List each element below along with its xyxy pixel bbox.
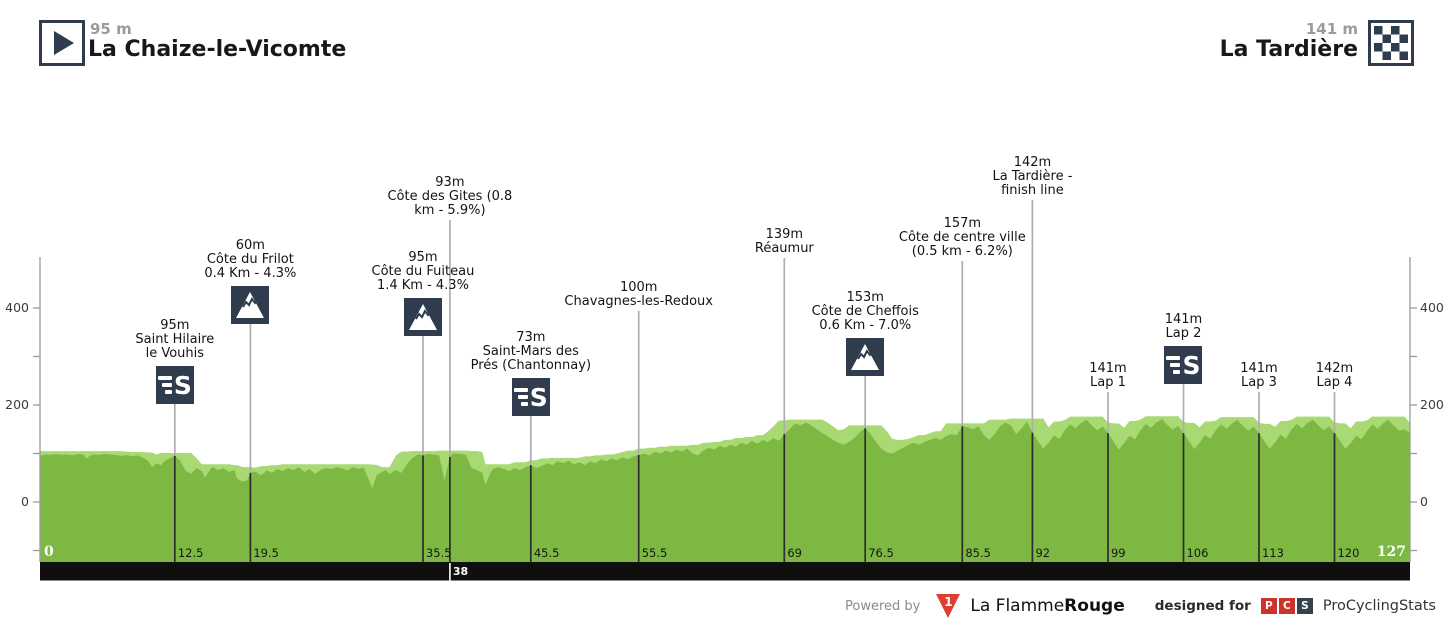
start-elevation: 95 m — [90, 20, 132, 38]
waypoint-label: 141m Lap 2 — [1164, 312, 1203, 341]
y-axis-label-right: 400 — [1420, 300, 1444, 315]
flamme-rouge-icon: 1 — [936, 594, 961, 618]
sprint-speed-lines — [157, 376, 172, 394]
km-label: 69 — [787, 546, 802, 560]
waypoint-label: 93m Côte des Gites (0.8 km - 5.9%) — [387, 175, 513, 218]
waypoint-label: 141m Lap 3 — [1240, 361, 1278, 390]
pcs-c-icon: C — [1278, 598, 1295, 614]
flamme-rouge-la: La Flamme — [970, 596, 1065, 616]
designed-for-label: designed for — [1154, 598, 1251, 614]
waypoint-label: 141m Lap 1 — [1089, 361, 1127, 390]
km-label: 92 — [1035, 546, 1051, 560]
pcs-s-icon: S — [1296, 598, 1313, 614]
km-label: 113 — [1261, 546, 1284, 560]
sprint-speed-lines — [513, 388, 528, 406]
climb-icon — [403, 298, 442, 336]
km-label: 12.5 — [177, 546, 204, 560]
y-axis-label-right: 0 — [1420, 494, 1428, 509]
flamme-rouge-badge: 1 — [944, 595, 953, 609]
waypoint-label: 142m Lap 4 — [1315, 361, 1354, 390]
finish-flag-icon — [1368, 20, 1414, 66]
footer: Powered by 1 La FlammeRouge designed for… — [845, 594, 1436, 618]
sprint-icon: S — [155, 366, 194, 404]
km-bar-marker-label: 38 — [452, 565, 469, 578]
start-flag-icon — [39, 20, 85, 66]
pcs-p-icon: P — [1260, 598, 1277, 614]
km-label-end: 127 — [1376, 544, 1406, 560]
sprint-speed-lines — [1166, 356, 1181, 374]
y-axis-label-left: 0 — [21, 494, 29, 509]
waypoint-label: 153m Côte de Cheffois 0.6 Km - 7.0% — [811, 290, 919, 333]
finish-elevation: 141 m — [1305, 20, 1358, 38]
waypoint-label: 139m Réaumur — [754, 227, 814, 256]
km-label: 106 — [1186, 546, 1209, 560]
powered-by-label: Powered by — [845, 598, 921, 614]
waypoint-label: 142m La Tardière - finish line — [992, 155, 1073, 198]
y-axis-label-left: 400 — [5, 300, 29, 315]
play-triangle-icon — [54, 31, 74, 55]
waypoint-label: 157m Côte de centre ville (0.5 km - 6.2%) — [898, 216, 1026, 259]
climb-icon — [846, 338, 885, 376]
profile-area — [40, 419, 1410, 562]
finish-town-name: La Tardière — [1219, 37, 1358, 62]
km-label-start: 0 — [44, 544, 54, 560]
sprint-icon: S — [1164, 346, 1203, 384]
km-label: 85.5 — [965, 546, 991, 560]
km-label: 99 — [1110, 546, 1126, 560]
flamme-rouge-rouge: Rouge — [1064, 596, 1125, 616]
sprint-icon: S — [511, 378, 550, 416]
km-label: 120 — [1337, 546, 1360, 560]
km-bar — [40, 562, 1410, 581]
procyclingstats-label: ProCyclingStats — [1322, 598, 1436, 614]
y-axis-label-left: 200 — [5, 397, 29, 412]
y-axis-label-right: 200 — [1420, 397, 1444, 412]
waypoint-label: 73m Saint-Mars des Prés (Chantonnay) — [470, 330, 592, 373]
waypoint-label: 95m Saint Hilaire le Vouhis — [135, 318, 215, 361]
climb-icon — [231, 286, 270, 324]
km-label: 19.5 — [253, 546, 279, 560]
flamme-rouge-logo-text: La FlammeRouge — [970, 596, 1124, 616]
pcs-logo: P C S — [1260, 598, 1313, 614]
waypoint-label: 95m Côte du Fuiteau 1.4 Km - 4.3% — [371, 250, 475, 293]
km-label: 76.5 — [868, 546, 894, 560]
km-label: 45.5 — [533, 546, 560, 560]
km-label: 35.5 — [425, 546, 452, 560]
waypoint-label: 60m Côte du Frilot 0.4 Km - 4.3% — [204, 238, 297, 281]
start-town-name: La Chaize-le-Vicomte — [88, 37, 347, 62]
waypoint-label: 100m Chavagnes-les-Redoux — [564, 280, 713, 309]
km-label: 55.5 — [641, 546, 668, 560]
checkered-flag-icon — [1374, 26, 1408, 60]
